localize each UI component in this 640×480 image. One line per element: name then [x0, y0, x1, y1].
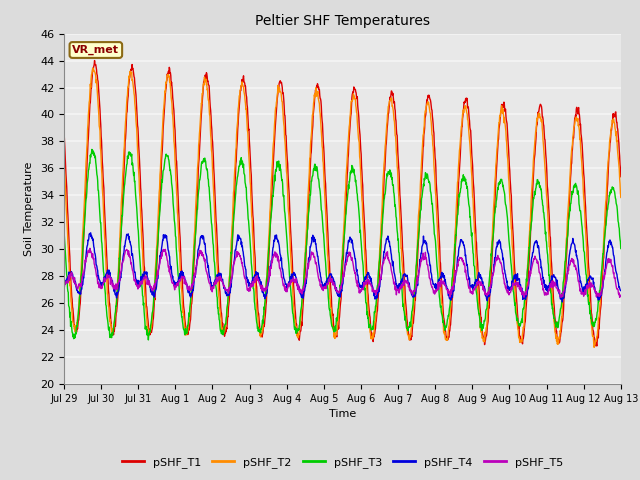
pSHF_T2	[90, 65, 97, 71]
pSHF_T5	[617, 293, 625, 299]
pSHF_T2	[551, 329, 559, 335]
pSHF_T5	[86, 245, 94, 251]
pSHF_T1	[502, 112, 509, 118]
Line: pSHF_T1: pSHF_T1	[64, 60, 621, 346]
Y-axis label: Soil Temperature: Soil Temperature	[24, 162, 35, 256]
pSHF_T4	[171, 280, 179, 286]
pSHF_T5	[616, 294, 623, 300]
pSHF_T4	[551, 275, 559, 280]
pSHF_T4	[87, 230, 95, 236]
pSHF_T2	[590, 345, 598, 350]
Line: pSHF_T3: pSHF_T3	[64, 149, 621, 340]
pSHF_T5	[551, 280, 559, 286]
pSHF_T4	[617, 288, 625, 293]
pSHF_T3	[60, 228, 68, 233]
pSHF_T4	[429, 282, 437, 288]
pSHF_T5	[246, 281, 254, 287]
pSHF_T3	[247, 252, 255, 257]
pSHF_T2	[171, 147, 179, 153]
pSHF_T3	[145, 337, 152, 343]
Title: Peltier SHF Temperatures: Peltier SHF Temperatures	[255, 14, 430, 28]
pSHF_T3	[172, 225, 179, 230]
X-axis label: Time: Time	[329, 409, 356, 419]
pSHF_T5	[60, 283, 68, 288]
pSHF_T1	[593, 343, 601, 349]
pSHF_T5	[429, 287, 437, 293]
Line: pSHF_T4: pSHF_T4	[64, 233, 621, 302]
pSHF_T3	[502, 204, 510, 210]
Line: pSHF_T2: pSHF_T2	[64, 68, 621, 348]
pSHF_T2	[502, 128, 509, 134]
pSHF_T4	[184, 290, 192, 296]
pSHF_T2	[184, 324, 192, 329]
pSHF_T2	[246, 182, 254, 188]
pSHF_T4	[559, 299, 566, 305]
pSHF_T3	[617, 246, 625, 252]
pSHF_T2	[617, 194, 625, 200]
pSHF_T3	[88, 146, 96, 152]
pSHF_T3	[185, 314, 193, 320]
pSHF_T1	[617, 174, 625, 180]
pSHF_T2	[60, 155, 68, 160]
pSHF_T1	[184, 328, 192, 334]
pSHF_T1	[551, 315, 559, 321]
pSHF_T3	[429, 219, 437, 225]
pSHF_T5	[171, 287, 179, 293]
pSHF_T1	[60, 128, 68, 133]
Legend: pSHF_T1, pSHF_T2, pSHF_T3, pSHF_T4, pSHF_T5: pSHF_T1, pSHF_T2, pSHF_T3, pSHF_T4, pSHF…	[117, 453, 568, 472]
pSHF_T3	[552, 321, 559, 326]
pSHF_T5	[502, 284, 509, 289]
pSHF_T4	[246, 282, 254, 288]
Line: pSHF_T5: pSHF_T5	[64, 248, 621, 297]
pSHF_T4	[502, 275, 509, 281]
pSHF_T2	[429, 144, 437, 150]
Text: VR_met: VR_met	[72, 45, 119, 55]
pSHF_T1	[246, 159, 254, 165]
pSHF_T5	[184, 287, 192, 293]
pSHF_T4	[60, 280, 68, 286]
pSHF_T1	[429, 121, 437, 127]
pSHF_T1	[171, 123, 179, 129]
pSHF_T1	[91, 58, 99, 63]
